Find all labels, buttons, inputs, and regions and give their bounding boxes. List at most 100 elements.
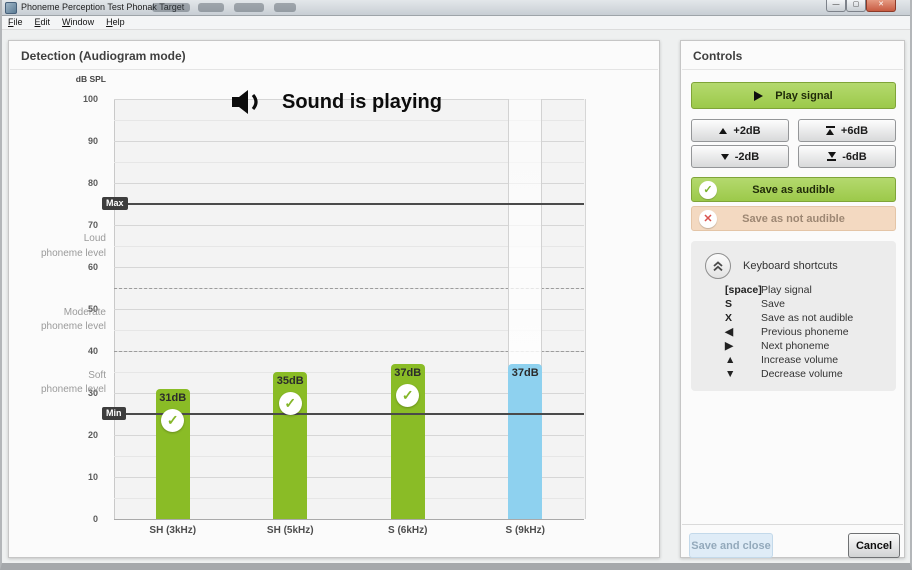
gridline <box>114 372 584 373</box>
arrow-up-bar-icon <box>825 126 835 135</box>
saved-audible-check-icon: ✓ <box>396 383 420 407</box>
cancel-button[interactable]: Cancel <box>848 533 900 558</box>
shortcut-key: ▲ <box>725 354 736 366</box>
y-tick-label: 80 <box>87 178 98 188</box>
volume-button-minus6db[interactable]: -6dB <box>798 145 896 168</box>
shortcut-key: X <box>725 312 733 324</box>
y-tick-label: 70 <box>87 220 98 230</box>
x-category-label: SH (3kHz) <box>149 525 197 536</box>
x-category-label: S (9kHz) <box>505 525 545 536</box>
bar-value-label: 35dB <box>276 375 304 387</box>
y-tick-label: 90 <box>87 136 98 146</box>
controls-panel-title: Controls <box>693 49 743 63</box>
gridline <box>114 120 584 121</box>
gridline <box>114 162 584 163</box>
collapse-shortcuts-button[interactable] <box>705 253 731 279</box>
sound-playing-banner: Sound is playing <box>198 81 474 123</box>
y-tick-label: 50 <box>87 304 98 314</box>
bar-value-label: 37dB <box>511 366 539 379</box>
arrow-down-icon <box>720 153 729 160</box>
phoneme-bar[interactable]: 37dB <box>508 363 543 519</box>
glass-reflection <box>274 3 296 12</box>
y-tick-label: 60 <box>87 262 98 272</box>
shortcut-action: Next phoneme <box>761 340 830 352</box>
y-tick-label: 10 <box>87 472 98 482</box>
volume-button-label: -2dB <box>734 150 760 163</box>
shortcut-key: ◀ <box>725 326 734 338</box>
shortcut-action: Play signal <box>761 284 812 296</box>
x-axis-line <box>114 519 584 520</box>
menu-item-window[interactable]: Window <box>62 17 95 27</box>
y-tick-label: 30 <box>87 388 98 398</box>
save-as-not-audible-button[interactable]: ✕ Save as not audible <box>691 206 896 231</box>
y-tick-label: 40 <box>87 346 98 356</box>
phoneme-level-label: Soft phoneme level <box>40 369 106 396</box>
region-dashed-line <box>114 288 584 289</box>
speaker-icon <box>231 90 258 114</box>
y-tick-label: 20 <box>87 430 98 440</box>
save-as-not-audible-label: Save as not audible <box>742 212 845 225</box>
title-bar: Phoneme Perception Test Phonak Target — … <box>2 0 910 16</box>
save-and-close-button[interactable]: Save and close <box>689 533 773 558</box>
play-signal-label: Play signal <box>775 89 833 102</box>
y-tick-label: 100 <box>82 94 98 104</box>
volume-button-minus2db[interactable]: -2dB <box>691 145 789 168</box>
shortcut-key: S <box>725 298 733 310</box>
shortcut-key: [space] <box>725 284 762 296</box>
shortcut-key: ▼ <box>725 368 736 380</box>
divider <box>682 69 903 70</box>
gridline <box>114 330 584 331</box>
max-level-line <box>114 203 584 205</box>
gridline <box>114 225 584 226</box>
max-level-line-tag: Max <box>102 197 128 210</box>
audiogram-chart: Sound is playing 100 90 80 70 60 50 40 30 20 10 0 L… <box>9 41 659 557</box>
region-dashed-line <box>114 351 584 352</box>
saved-audible-check-icon: ✓ <box>278 392 302 415</box>
gridline <box>114 435 584 436</box>
minimize-button[interactable]: — <box>826 0 846 12</box>
shortcut-action: Previous phoneme <box>761 326 849 338</box>
bar-value-label: 37dB <box>394 366 422 379</box>
gridline <box>114 456 584 457</box>
volume-button-label: +2dB <box>733 124 761 137</box>
volume-button-plus2db[interactable]: +2dB <box>691 119 789 142</box>
detection-panel: Detection (Audiogram mode) dB SPL Sound … <box>8 40 660 558</box>
sound-playing-text: Sound is playing <box>281 90 442 113</box>
x-category-label: S (6kHz) <box>388 525 428 536</box>
save-as-audible-button[interactable]: ✓ Save as audible <box>691 177 896 202</box>
glass-reflection <box>198 3 224 12</box>
window-title: Phoneme Perception Test Phonak Target <box>21 2 185 12</box>
app-icon <box>5 2 17 14</box>
menu-item-file[interactable]: File <box>8 17 23 27</box>
gridline <box>114 141 584 142</box>
glass-reflection <box>152 3 190 12</box>
menu-item-help[interactable]: Help <box>106 17 125 27</box>
gridline <box>114 393 584 394</box>
play-icon <box>754 90 764 101</box>
gridline <box>114 498 584 499</box>
volume-button-label: -6dB <box>842 150 867 163</box>
divider <box>10 69 658 70</box>
min-level-line-tag: Min <box>102 407 126 420</box>
x-circle-icon: ✕ <box>699 209 717 228</box>
play-signal-button[interactable]: Play signal <box>691 82 896 109</box>
arrow-down-bar-icon <box>827 152 837 161</box>
close-button[interactable]: ✕ <box>866 0 896 12</box>
gridline <box>114 246 584 247</box>
bar-value-label: 31dB <box>159 391 187 404</box>
menu-item-edit[interactable]: Edit <box>34 17 51 27</box>
phoneme-level-label: Loud phoneme level <box>40 233 106 259</box>
divider <box>682 524 903 525</box>
chevron-double-up-icon <box>713 261 723 272</box>
keyboard-shortcuts-box: Keyboard shortcuts [space] Play signal S Sa… <box>691 241 896 391</box>
shortcut-action: Save <box>761 298 785 310</box>
arrow-up-icon <box>719 127 728 134</box>
shortcut-action: Save as not audible <box>761 312 854 324</box>
maximize-button[interactable]: ▢ <box>846 0 866 12</box>
volume-button-plus6db[interactable]: +6dB <box>798 119 896 142</box>
detection-panel-title: Detection (Audiogram mode) <box>21 49 186 63</box>
x-category-label: SH (5kHz) <box>266 525 314 536</box>
keyboard-shortcuts-title: Keyboard shortcuts <box>743 260 838 272</box>
volume-button-label: +6dB <box>840 124 869 137</box>
